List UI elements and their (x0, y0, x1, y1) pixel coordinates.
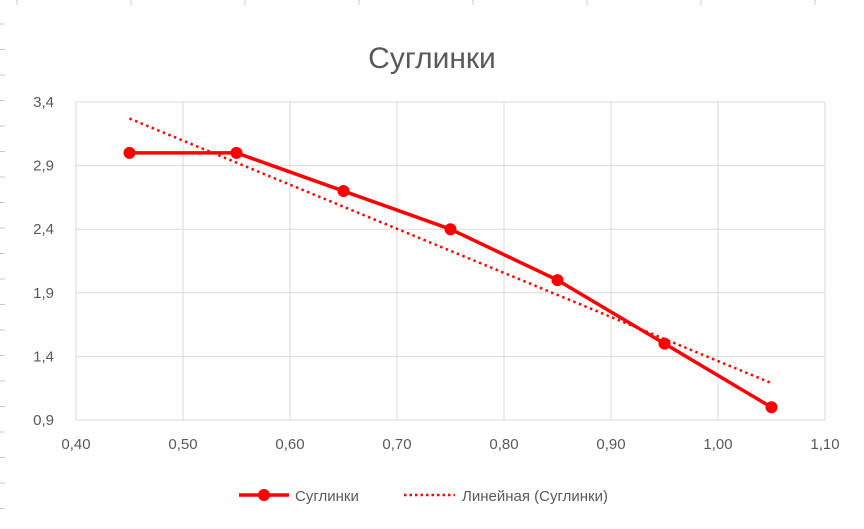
y-tick-label: 3,4 (33, 94, 54, 111)
data-point (337, 185, 350, 198)
data-point (551, 274, 564, 287)
trendline (129, 117, 772, 385)
data-point (123, 146, 136, 159)
legend-series-label: Суглинки (295, 488, 359, 505)
legend-trendline-label: Линейная (Суглинки) (462, 488, 608, 505)
x-tick-label: 0,40 (61, 436, 90, 453)
y-tick-label: 2,4 (33, 221, 54, 238)
y-axis-tick-labels: 0,9 1,4 1,9 2,4 2,9 3,4 (33, 94, 54, 429)
y-tick-label: 1,4 (33, 348, 54, 365)
trendline-layer (129, 117, 772, 385)
legend-item-series: Суглинки (239, 488, 359, 505)
data-point (230, 146, 243, 159)
y-tick-label: 1,9 (33, 285, 54, 302)
x-tick-label: 1,00 (703, 436, 732, 453)
x-tick-label: 1,10 (810, 436, 839, 453)
edge-ruler-left (0, 23, 5, 509)
x-tick-label: 0,60 (275, 436, 304, 453)
y-tick-label: 0,9 (33, 412, 54, 429)
data-point (444, 223, 457, 236)
x-tick-label: 0,80 (489, 436, 518, 453)
x-tick-label: 0,90 (596, 436, 625, 453)
legend: Суглинки Линейная (Суглинки) (239, 488, 608, 505)
series-layer (123, 146, 778, 414)
y-tick-label: 2,9 (33, 158, 54, 175)
chart-title: Суглинки (368, 42, 496, 75)
data-point (765, 401, 778, 414)
x-tick-label: 0,70 (382, 436, 411, 453)
edge-ruler-top (16, 0, 816, 5)
legend-item-trendline: Линейная (Суглинки) (404, 488, 608, 505)
x-axis-tick-labels: 0,40 0,50 0,60 0,70 0,80 0,90 1,00 1,10 (61, 436, 839, 453)
legend-series-marker (258, 489, 270, 501)
series-line (129, 151, 773, 409)
x-tick-label: 0,50 (168, 436, 197, 453)
data-point (658, 337, 671, 350)
grid (75, 101, 826, 421)
